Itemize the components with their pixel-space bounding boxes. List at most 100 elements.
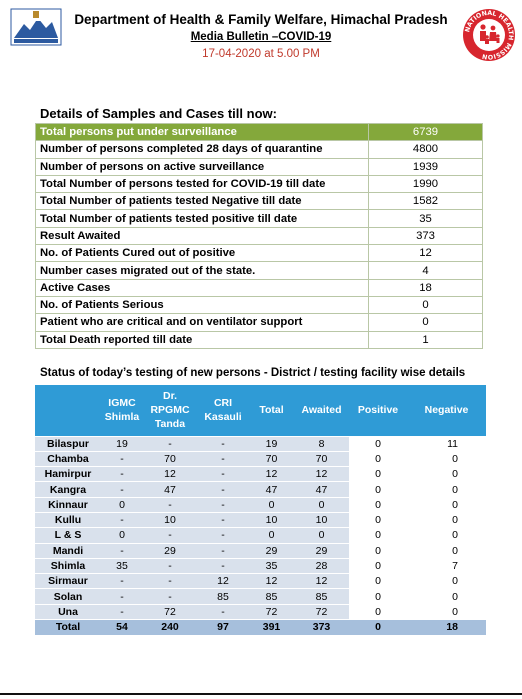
summary-label: Total Number of patients tested positive…: [35, 209, 369, 228]
table-row: Kullu -10-10 10 0 0: [35, 511, 486, 528]
cell-name: Una: [35, 603, 101, 620]
cell-name: Hamirpur: [35, 466, 101, 482]
cell-negative: 7: [407, 557, 486, 574]
cell-name: Kullu: [35, 511, 101, 528]
cell-negative: 18: [407, 619, 486, 635]
himachal-emblem-icon: [10, 8, 62, 46]
cell-total: 12: [249, 573, 294, 589]
cell-cri: 12: [197, 573, 249, 589]
cell-negative: 11: [407, 435, 486, 452]
cell-cri: -: [197, 435, 249, 452]
cell-positive: 0: [349, 496, 407, 513]
district-title: Status of today’s testing of new persons…: [40, 367, 466, 379]
cell-igmc: -: [101, 542, 143, 559]
cell-igmc: 0: [101, 496, 143, 513]
cell-name: Chamba: [35, 450, 101, 467]
cell-cri: -: [197, 542, 249, 559]
summary-value: 1939: [368, 157, 483, 176]
summary-label: Number of persons on active surveillance: [35, 157, 369, 176]
cell-rpgmc: -: [143, 435, 197, 452]
district-header-row: IGMC Shimla Dr. RPGMC Tanda CRI Kasauli Tota…: [35, 385, 486, 436]
cell-positive: 0: [349, 481, 407, 498]
summary-row: Result Awaited 373: [35, 226, 483, 246]
cell-cri: -: [197, 527, 249, 544]
cell-awaited: 0: [294, 527, 349, 544]
cell-total: 12: [249, 466, 294, 482]
cell-cri: 97: [197, 619, 249, 635]
cell-rpgmc: 47: [143, 481, 197, 498]
cell-rpgmc: 70: [143, 450, 197, 467]
cell-awaited: 47: [294, 481, 349, 498]
cell-name: Kinnaur: [35, 496, 101, 513]
cell-total: 29: [249, 542, 294, 559]
cell-negative: 0: [407, 496, 486, 513]
cell-awaited: 373: [294, 619, 349, 635]
col-district: [35, 385, 101, 436]
cell-name: Total: [35, 619, 101, 635]
cell-negative: 0: [407, 588, 486, 605]
summary-row: Number of persons on active surveillance…: [35, 157, 483, 176]
summary-label: Number cases migrated out of the state.: [35, 261, 369, 280]
cell-igmc: 0: [101, 527, 143, 544]
cell-total: 0: [249, 527, 294, 544]
bottom-divider: [0, 693, 522, 695]
cell-total: 19: [249, 435, 294, 452]
summary-label: Total Number of persons tested for COVID…: [35, 174, 369, 194]
col-positive: Positive: [349, 385, 407, 436]
cell-negative: 0: [407, 450, 486, 467]
cell-name: Bilaspur: [35, 435, 101, 452]
cell-total: 72: [249, 603, 294, 620]
cell-rpgmc: 12: [143, 466, 197, 482]
summary-value: 1582: [368, 192, 483, 211]
cell-awaited: 70: [294, 450, 349, 467]
summary-value: 4: [368, 261, 483, 280]
summary-title: Details of Samples and Cases till now:: [40, 106, 277, 121]
table-row: Bilaspur 19- -19 8 0 11: [35, 435, 486, 452]
table-row: Shimla 35- -35 28 0 7: [35, 557, 486, 574]
cell-rpgmc: -: [143, 496, 197, 513]
cell-awaited: 29: [294, 542, 349, 559]
nhm-family-icon: NATIONAL HEALTH MISSION: [463, 9, 515, 61]
cell-rpgmc: 29: [143, 542, 197, 559]
district-table: IGMC Shimla Dr. RPGMC Tanda CRI Kasauli Tota…: [35, 385, 486, 635]
cell-total: 35: [249, 557, 294, 574]
cell-cri: -: [197, 450, 249, 467]
cell-cri: -: [197, 603, 249, 620]
cell-name: Sirmaur: [35, 573, 101, 589]
cell-negative: 0: [407, 573, 486, 589]
cell-igmc: 19: [101, 435, 143, 452]
cell-cri: 85: [197, 588, 249, 605]
cell-negative: 0: [407, 603, 486, 620]
summary-row: No. of Patients Cured out of positive 12: [35, 244, 483, 263]
cell-positive: 0: [349, 588, 407, 605]
cell-positive: 0: [349, 435, 407, 452]
page-subtitle: Media Bulletin –COVID-19: [190, 31, 332, 43]
summary-label: Result Awaited: [35, 226, 369, 246]
cell-cri: -: [197, 511, 249, 528]
cell-cri: -: [197, 466, 249, 482]
col-negative: Negative: [407, 385, 486, 436]
col-awaited: Awaited: [294, 385, 349, 436]
cell-positive: 0: [349, 466, 407, 482]
summary-label: Total Death reported till date: [35, 330, 369, 349]
cell-awaited: 12: [294, 573, 349, 589]
cell-awaited: 0: [294, 496, 349, 513]
cell-cri: -: [197, 481, 249, 498]
summary-row: Number of persons completed 28 days of q…: [35, 140, 483, 159]
cell-awaited: 72: [294, 603, 349, 620]
cell-total: 70: [249, 450, 294, 467]
cell-total: 0: [249, 496, 294, 513]
cell-name: Mandi: [35, 542, 101, 559]
cell-rpgmc: -: [143, 573, 197, 589]
cell-awaited: 85: [294, 588, 349, 605]
cell-positive: 0: [349, 557, 407, 574]
cell-rpgmc: 10: [143, 511, 197, 528]
table-row: Sirmaur - -12 12 12 0 0: [35, 573, 486, 589]
summary-row: Total Number of persons tested for COVID…: [35, 174, 483, 194]
summary-value: 0: [368, 295, 483, 315]
cell-rpgmc: 240: [143, 619, 197, 635]
cell-total: 10: [249, 511, 294, 528]
cell-igmc: -: [101, 466, 143, 482]
district-total-row: Total 54 240 97 391 373 0 18: [35, 619, 486, 635]
